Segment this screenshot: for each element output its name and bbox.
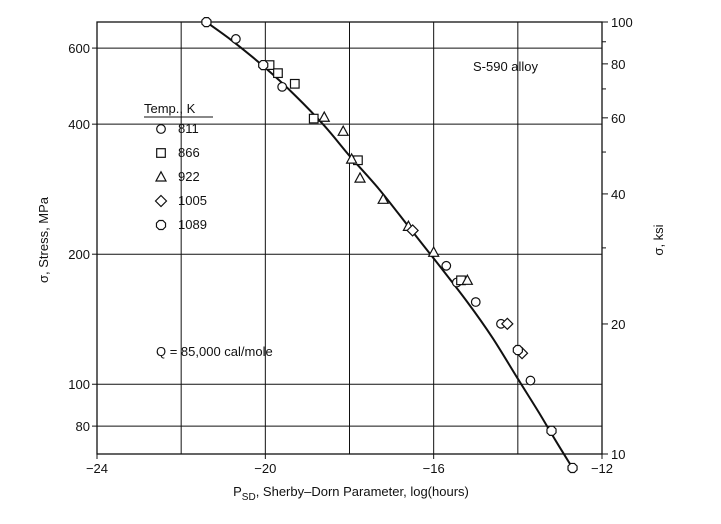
x-tick-label: −20 — [254, 461, 276, 476]
y-tick-label-right: 40 — [611, 187, 625, 202]
data-point-triangle — [345, 152, 358, 164]
y-tick-label-right: 20 — [611, 317, 625, 332]
data-point-triangle — [461, 273, 474, 285]
y-tick-label-left: 600 — [68, 41, 90, 56]
legend: Temp., K 811 866 922 1005 1089 — [144, 101, 213, 232]
data-point-square — [308, 113, 319, 124]
legend-marker-circle — [156, 124, 166, 134]
x-tick-label: −12 — [591, 461, 613, 476]
grid-lines — [97, 22, 602, 454]
x-axis-label-sub: SD — [242, 492, 256, 503]
y-tick-label-right: 60 — [611, 111, 625, 126]
legend-label: 922 — [178, 169, 200, 184]
data-point-diamond — [406, 224, 419, 237]
data-point-diamond — [500, 317, 514, 331]
y-axis-label-right: σ, ksi — [651, 224, 666, 255]
data-point-circle — [230, 34, 241, 44]
data-point-triangle — [427, 245, 440, 257]
activation-energy-annotation: Q = 85,000 cal/mole — [156, 344, 273, 359]
x-axis-label-main: P — [233, 484, 242, 499]
legend-title: Temp., K — [144, 101, 196, 116]
legend-marker-diamond — [154, 194, 168, 208]
data-point-square — [289, 78, 300, 89]
data-point-circle — [470, 297, 481, 307]
y-tick-label-right: 10 — [611, 447, 625, 462]
y-axis-label-left: σ, Stress, MPa — [36, 196, 51, 283]
y-tick-label-left: 80 — [76, 419, 90, 434]
data-point-octagon — [567, 462, 578, 474]
legend-label: 1005 — [178, 193, 207, 208]
data-points — [201, 17, 578, 474]
data-point-octagon — [201, 17, 212, 28]
y-tick-label-left: 400 — [68, 117, 90, 132]
x-axis-label-rest: , Sherby–Dorn Parameter, log(hours) — [256, 484, 469, 499]
legend-label: 866 — [178, 145, 200, 160]
data-point-octagon — [258, 59, 269, 71]
alloy-annotation: S-590 alloy — [473, 59, 539, 74]
legend-entries: 811 866 922 1005 1089 — [154, 121, 207, 232]
data-point-triangle — [337, 124, 350, 136]
x-axis-label: PSD, Sherby–Dorn Parameter, log(hours) — [233, 484, 469, 503]
data-point-octagon — [512, 344, 523, 356]
y-tick-label-left: 200 — [68, 247, 90, 262]
data-point-triangle — [354, 171, 367, 183]
legend-label: 811 — [178, 121, 199, 136]
y-tick-label-right: 80 — [611, 57, 625, 72]
data-point-circle — [525, 375, 536, 386]
data-point-octagon — [546, 425, 557, 436]
data-point-triangle — [318, 110, 331, 122]
data-point-triangle — [377, 192, 390, 204]
legend-marker-octagon — [155, 219, 167, 231]
legend-label: 1089 — [178, 217, 207, 232]
data-point-square — [273, 68, 283, 79]
data-point-circle — [277, 81, 288, 92]
x-tick-label: −24 — [86, 461, 108, 476]
legend-marker-triangle — [154, 170, 168, 182]
x-tick-label: −16 — [423, 461, 445, 476]
y-tick-label-left: 100 — [68, 377, 90, 392]
legend-marker-square — [156, 148, 166, 158]
data-point-circle — [441, 260, 452, 271]
y-tick-label-right: 100 — [611, 15, 633, 30]
axis-ticks: −24 −20 −16 −12 80 100 200 400 600 10 20 40 60 80 100 — [68, 15, 632, 476]
